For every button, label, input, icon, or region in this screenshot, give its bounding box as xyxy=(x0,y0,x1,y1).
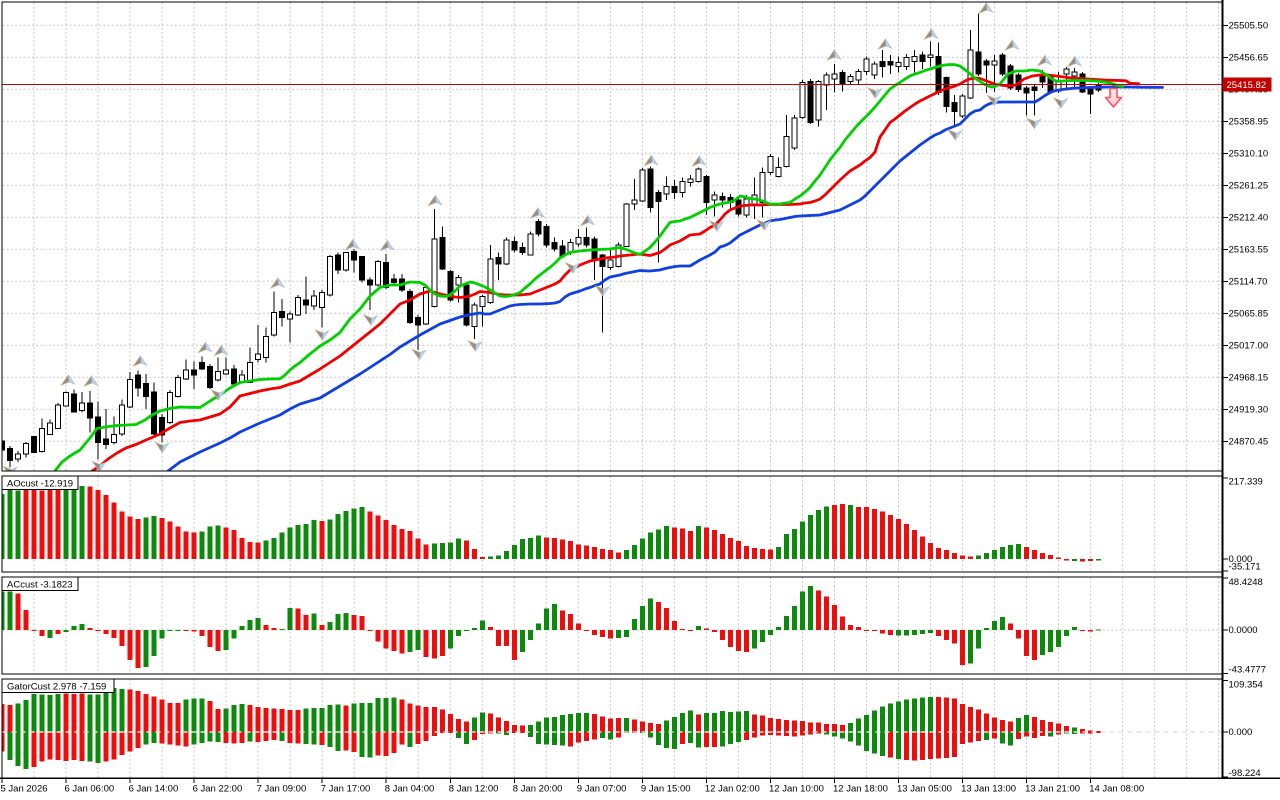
svg-text:25261.25: 25261.25 xyxy=(1229,181,1269,192)
svg-text:12 Jan 02:00: 12 Jan 02:00 xyxy=(705,784,760,795)
svg-text:13 Jan 05:00: 13 Jan 05:00 xyxy=(897,784,952,795)
svg-text:13 Jan 21:00: 13 Jan 21:00 xyxy=(1025,784,1080,795)
svg-text:25212.40: 25212.40 xyxy=(1229,213,1269,224)
svg-text:0.000: 0.000 xyxy=(1229,554,1253,565)
svg-text:9 Jan 15:00: 9 Jan 15:00 xyxy=(641,784,691,795)
svg-text:9 Jan 07:00: 9 Jan 07:00 xyxy=(577,784,627,795)
svg-text:0.000: 0.000 xyxy=(1229,727,1253,738)
svg-text:217.339: 217.339 xyxy=(1229,477,1263,488)
svg-text:7 Jan 17:00: 7 Jan 17:00 xyxy=(321,784,371,795)
svg-text:25456.65: 25456.65 xyxy=(1229,53,1269,64)
svg-text:14 Jan 08:00: 14 Jan 08:00 xyxy=(1089,784,1144,795)
svg-text:12 Jan 10:00: 12 Jan 10:00 xyxy=(769,784,824,795)
svg-text:GatorCust 2.978 -7.159: GatorCust 2.978 -7.159 xyxy=(7,682,106,693)
svg-text:ACcust -3.1823: ACcust -3.1823 xyxy=(7,580,72,591)
svg-text:12 Jan 18:00: 12 Jan 18:00 xyxy=(833,784,888,795)
svg-text:6 Jan 22:00: 6 Jan 22:00 xyxy=(193,784,243,795)
svg-text:7 Jan 09:00: 7 Jan 09:00 xyxy=(257,784,307,795)
svg-text:25415.82: 25415.82 xyxy=(1227,80,1267,91)
svg-text:6 Jan 06:00: 6 Jan 06:00 xyxy=(65,784,115,795)
svg-text:25505.50: 25505.50 xyxy=(1229,21,1269,32)
svg-text:25017.00: 25017.00 xyxy=(1229,341,1269,352)
svg-text:25358.95: 25358.95 xyxy=(1229,117,1269,128)
svg-text:8 Jan 04:00: 8 Jan 04:00 xyxy=(385,784,435,795)
svg-text:8 Jan 12:00: 8 Jan 12:00 xyxy=(449,784,499,795)
svg-text:25163.55: 25163.55 xyxy=(1229,245,1269,256)
svg-text:25310.10: 25310.10 xyxy=(1229,149,1269,160)
svg-text:25065.85: 25065.85 xyxy=(1229,309,1269,320)
svg-text:AOcust -12.919: AOcust -12.919 xyxy=(7,479,73,490)
svg-text:24919.30: 24919.30 xyxy=(1229,405,1269,416)
svg-text:24870.45: 24870.45 xyxy=(1229,437,1269,448)
svg-text:109.354: 109.354 xyxy=(1229,680,1263,691)
svg-text:-98.224: -98.224 xyxy=(1229,768,1261,779)
svg-text:48.4248: 48.4248 xyxy=(1229,577,1263,588)
svg-text:13 Jan 13:00: 13 Jan 13:00 xyxy=(961,784,1016,795)
svg-text:-35.171: -35.171 xyxy=(1229,562,1261,573)
svg-text:25114.70: 25114.70 xyxy=(1229,277,1268,288)
svg-text:6 Jan 14:00: 6 Jan 14:00 xyxy=(129,784,179,795)
svg-text:-43.4777: -43.4777 xyxy=(1229,665,1267,676)
svg-text:8 Jan 20:00: 8 Jan 20:00 xyxy=(513,784,563,795)
svg-text:24968.15: 24968.15 xyxy=(1229,373,1269,384)
svg-text:0.0000: 0.0000 xyxy=(1229,625,1258,636)
svg-text:5 Jan 2026: 5 Jan 2026 xyxy=(1,784,48,795)
